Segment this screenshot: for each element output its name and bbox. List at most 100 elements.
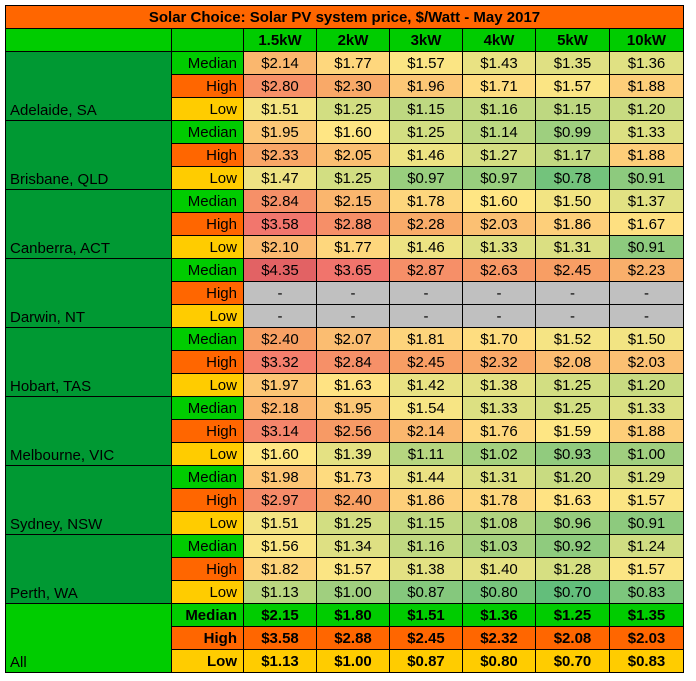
stat-label-high: High bbox=[171, 419, 244, 443]
price-cell: $0.87 bbox=[389, 649, 463, 673]
price-cell: $1.15 bbox=[389, 97, 463, 121]
price-cell: $1.46 bbox=[389, 235, 463, 259]
price-cell: $2.03 bbox=[608, 350, 685, 374]
price-cell: $1.47 bbox=[243, 166, 317, 190]
price-cell: $2.08 bbox=[535, 350, 610, 374]
price-cell: - bbox=[316, 304, 390, 328]
stat-label-low: Low bbox=[171, 304, 244, 328]
table-row: Canberra, ACT Median $2.84 $2.15 $1.78 $1.60 $… bbox=[5, 189, 685, 259]
price-cell: $0.83 bbox=[608, 580, 685, 604]
price-cell: $1.00 bbox=[608, 442, 685, 466]
price-cell: $1.57 bbox=[389, 51, 463, 75]
price-cell: $1.60 bbox=[462, 189, 536, 213]
table-row: All Median $2.15 $1.80 $1.51 $1.36 $1.25 $1.35 bbox=[5, 603, 685, 673]
price-cell: $2.33 bbox=[243, 143, 317, 167]
stat-label-high: High bbox=[171, 488, 244, 512]
price-cell: $0.70 bbox=[535, 649, 610, 673]
price-cell: $2.32 bbox=[462, 626, 536, 650]
price-cell: $1.88 bbox=[608, 74, 685, 98]
price-cell: $2.03 bbox=[608, 626, 685, 650]
price-cell: $1.57 bbox=[608, 488, 685, 512]
table-row: Low $1.13 $1.00 $0.87 $0.80 $0.70 $0.83 bbox=[6, 649, 685, 673]
stat-label-low: Low bbox=[171, 235, 244, 259]
price-cell: $1.54 bbox=[389, 396, 463, 420]
stat-label-high: High bbox=[171, 350, 244, 374]
table-row: High $2.80 $2.30 $1.96 $1.71 $1.57 $1.88 bbox=[6, 74, 685, 98]
price-cell: $1.60 bbox=[316, 120, 390, 144]
stat-label-median: Median bbox=[171, 396, 244, 420]
price-cell: $1.40 bbox=[462, 557, 536, 581]
price-cell: $1.15 bbox=[389, 511, 463, 535]
price-cell: $1.25 bbox=[316, 166, 390, 190]
stat-label-high: High bbox=[171, 557, 244, 581]
price-cell: $3.32 bbox=[243, 350, 317, 374]
stat-label-median: Median bbox=[171, 327, 244, 351]
price-cell: $1.25 bbox=[316, 97, 390, 121]
price-cell: $1.95 bbox=[243, 120, 317, 144]
price-cell: $2.63 bbox=[462, 258, 536, 282]
price-cell: $1.29 bbox=[608, 465, 685, 489]
price-cell: $1.42 bbox=[389, 373, 463, 397]
price-cell: $1.16 bbox=[389, 534, 463, 558]
stat-label-low: Low bbox=[171, 442, 244, 466]
price-cell: $4.35 bbox=[243, 258, 317, 282]
price-cell: $1.76 bbox=[462, 419, 536, 443]
price-cell: - bbox=[389, 304, 463, 328]
price-cell: $1.13 bbox=[243, 580, 317, 604]
price-cell: $2.15 bbox=[316, 189, 390, 213]
price-cell: $1.51 bbox=[243, 97, 317, 121]
table-row: Sydney, NSW Median $1.98 $1.73 $1.44 $1.31 $1.… bbox=[5, 465, 685, 535]
price-cell: $1.51 bbox=[243, 511, 317, 535]
table-row: Hobart, TAS Median $2.40 $2.07 $1.81 $1.70 $1.… bbox=[5, 327, 685, 397]
price-cell: - bbox=[535, 304, 610, 328]
price-cell: $3.14 bbox=[243, 419, 317, 443]
price-cell: $1.57 bbox=[608, 557, 685, 581]
price-cell: $1.25 bbox=[535, 373, 610, 397]
price-cell: $0.97 bbox=[389, 166, 463, 190]
stat-label-median: Median bbox=[171, 51, 244, 75]
price-cell: $0.96 bbox=[535, 511, 610, 535]
city-label: Canberra, ACT bbox=[5, 189, 172, 259]
price-cell: $1.11 bbox=[389, 442, 463, 466]
table-row: Perth, WA Median $1.56 $1.34 $1.16 $1.03 $0.92… bbox=[5, 534, 685, 604]
table-row: Low - - - - - - bbox=[6, 304, 685, 328]
table-row: High $3.32 $2.84 $2.45 $2.32 $2.08 $2.03 bbox=[6, 350, 685, 374]
city-label: Adelaide, SA bbox=[5, 51, 172, 121]
table-row: Melbourne, VIC Median $2.18 $1.95 $1.54 $1.33… bbox=[5, 396, 685, 466]
price-cell: - bbox=[243, 304, 317, 328]
price-cell: $1.35 bbox=[608, 603, 685, 627]
city-label: Hobart, TAS bbox=[5, 327, 172, 397]
price-cell: $1.33 bbox=[608, 120, 685, 144]
price-cell: $2.40 bbox=[316, 488, 390, 512]
price-cell: $1.77 bbox=[316, 51, 390, 75]
price-cell: $1.33 bbox=[462, 235, 536, 259]
stat-label-median: Median bbox=[171, 534, 244, 558]
stat-label-low: Low bbox=[171, 166, 244, 190]
price-cell: $1.77 bbox=[316, 235, 390, 259]
price-cell: $1.31 bbox=[535, 235, 610, 259]
price-cell: $2.84 bbox=[243, 189, 317, 213]
price-cell: $1.13 bbox=[243, 649, 317, 673]
price-cell: $0.80 bbox=[462, 649, 536, 673]
price-cell: $1.80 bbox=[316, 603, 390, 627]
city-label: Sydney, NSW bbox=[5, 465, 172, 535]
price-cell: $1.20 bbox=[608, 373, 685, 397]
price-cell: $2.40 bbox=[243, 327, 317, 351]
price-cell: $2.87 bbox=[389, 258, 463, 282]
stat-label-high: High bbox=[171, 281, 244, 305]
price-cell: - bbox=[243, 281, 317, 305]
city-label: Perth, WA bbox=[5, 534, 172, 604]
price-cell: $1.36 bbox=[608, 51, 685, 75]
price-cell: $1.34 bbox=[316, 534, 390, 558]
table-row: High $2.97 $2.40 $1.86 $1.78 $1.63 $1.57 bbox=[6, 488, 685, 512]
price-cell: $1.86 bbox=[389, 488, 463, 512]
price-cell: $2.14 bbox=[243, 51, 317, 75]
table-row: Low $1.60 $1.39 $1.11 $1.02 $0.93 $1.00 bbox=[6, 442, 685, 466]
price-cell: $1.31 bbox=[462, 465, 536, 489]
city-label: All bbox=[5, 603, 172, 673]
price-cell: $1.60 bbox=[243, 442, 317, 466]
price-cell: $1.63 bbox=[535, 488, 610, 512]
price-cell: - bbox=[462, 281, 536, 305]
price-cell: $1.25 bbox=[389, 120, 463, 144]
price-cell: $1.28 bbox=[535, 557, 610, 581]
